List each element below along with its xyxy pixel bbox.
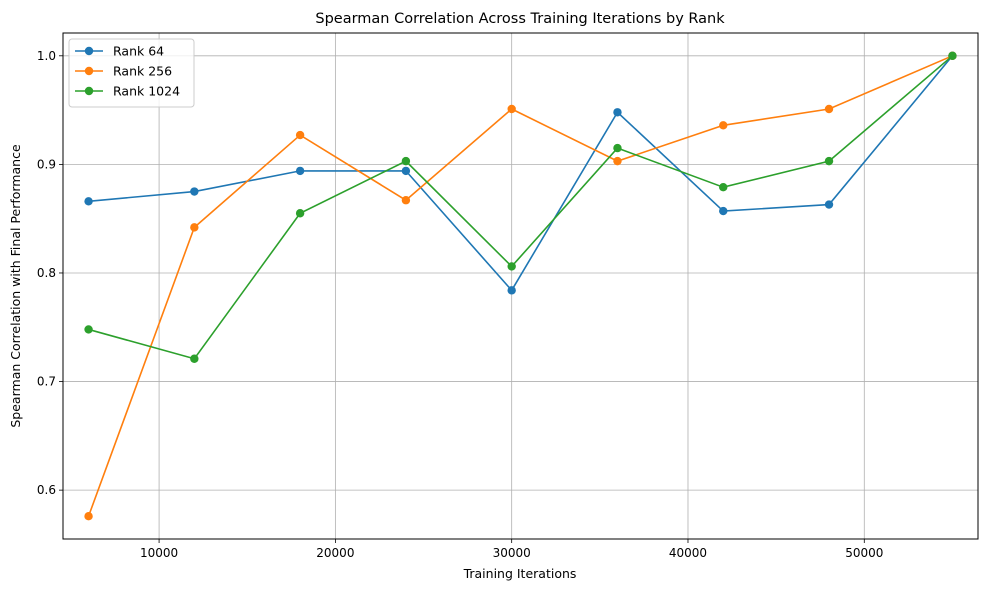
- y-tick-label: 0.7: [37, 375, 56, 389]
- data-point: [295, 166, 305, 176]
- data-point: [190, 187, 199, 196]
- data-point: [507, 262, 516, 271]
- x-tick-label: 20000: [316, 546, 354, 560]
- legend-marker: [84, 66, 94, 76]
- legend-item: Rank 64: [75, 44, 164, 59]
- data-point: [295, 209, 305, 218]
- x-tick-label: 10000: [140, 546, 178, 560]
- data-point: [84, 325, 93, 334]
- y-tick-label: 1.0: [37, 49, 56, 63]
- data-point: [401, 156, 411, 166]
- x-tick-label: 50000: [845, 546, 883, 560]
- series-2: [84, 51, 957, 363]
- data-point: [719, 182, 728, 192]
- legend-marker: [84, 46, 94, 56]
- series-0: [84, 51, 957, 295]
- data-point: [613, 143, 622, 153]
- axis-ticks: 10000 20000 30000 40000 50000 0.6 0.7 0.8 0.9 1.0: [37, 49, 883, 560]
- x-tick-label: 40000: [669, 546, 707, 560]
- data-point: [824, 156, 834, 166]
- data-point: [507, 286, 516, 295]
- x-axis-label: Training Iterations: [463, 566, 577, 581]
- data-point: [190, 354, 199, 363]
- y-axis-label: Spearman Correlation with Final Performa…: [8, 144, 23, 428]
- grid: [63, 33, 978, 539]
- data-point: [613, 156, 622, 166]
- data-point: [401, 196, 411, 205]
- y-tick-label: 0.6: [37, 483, 56, 497]
- data-point: [295, 130, 305, 140]
- legend-label: Rank 64: [113, 44, 164, 59]
- series-line: [87, 55, 953, 517]
- plot-frame: [62, 32, 979, 540]
- y-tick-label: 0.8: [37, 266, 56, 280]
- data-point: [401, 166, 411, 176]
- data-point: [613, 108, 622, 117]
- y-tick-label: 0.9: [37, 157, 56, 171]
- legend: Rank 64 Rank 256 Rank 1024: [68, 38, 195, 108]
- legend-label: Rank 256: [113, 64, 172, 79]
- data-point: [824, 200, 834, 209]
- data-point: [948, 51, 957, 61]
- series-lines: [84, 51, 957, 521]
- legend-item: Rank 256: [75, 64, 172, 79]
- x-tick-label: 30000: [493, 546, 531, 560]
- data-point: [84, 511, 93, 521]
- legend-marker: [84, 86, 94, 96]
- data-point: [190, 223, 199, 232]
- legend-label: Rank 1024: [113, 84, 180, 99]
- chart-title: Spearman Correlation Across Training Ite…: [315, 11, 725, 27]
- legend-box: [68, 38, 195, 108]
- data-point: [84, 197, 93, 206]
- series-1: [84, 51, 957, 521]
- data-point: [507, 104, 516, 114]
- data-point: [824, 104, 834, 114]
- data-point: [719, 121, 728, 130]
- data-point: [719, 206, 728, 216]
- legend-item: Rank 1024: [75, 84, 180, 99]
- series-line: [88, 55, 954, 292]
